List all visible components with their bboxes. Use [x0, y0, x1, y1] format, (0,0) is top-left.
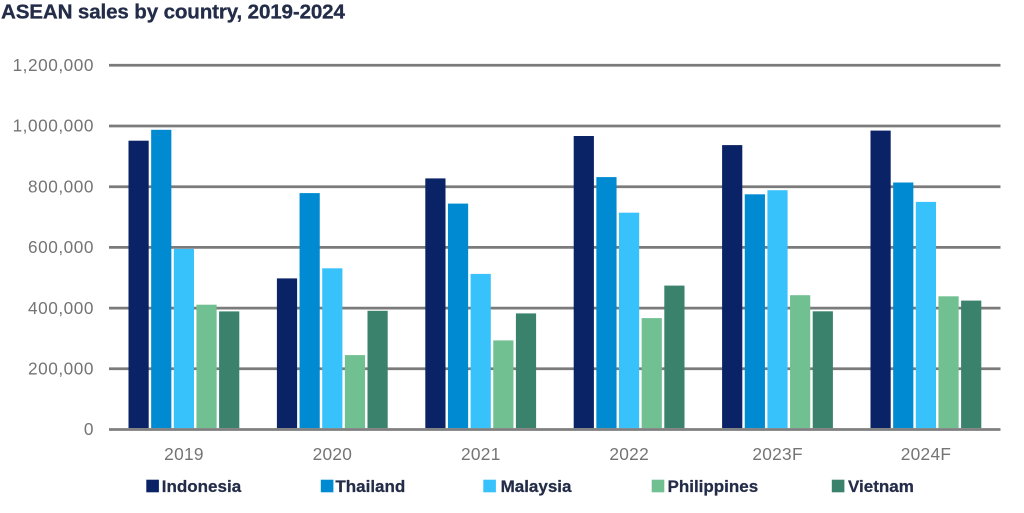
- svg-text:2020: 2020: [313, 444, 353, 464]
- svg-text:Thailand: Thailand: [335, 477, 405, 496]
- svg-text:2023F: 2023F: [752, 444, 803, 464]
- svg-text:200,000: 200,000: [28, 359, 94, 379]
- svg-text:400,000: 400,000: [28, 298, 94, 318]
- svg-text:Vietnam: Vietnam: [848, 477, 914, 496]
- svg-text:2021: 2021: [461, 444, 501, 464]
- svg-text:Philippines: Philippines: [668, 477, 759, 496]
- svg-text:600,000: 600,000: [28, 237, 94, 257]
- svg-text:Malaysia: Malaysia: [501, 477, 572, 496]
- svg-text:2019: 2019: [164, 444, 204, 464]
- svg-text:Indonesia: Indonesia: [162, 477, 242, 496]
- svg-text:2022: 2022: [609, 444, 649, 464]
- svg-text:800,000: 800,000: [28, 176, 94, 196]
- svg-text:2024F: 2024F: [901, 444, 952, 464]
- svg-text:1,200,000: 1,200,000: [13, 55, 94, 75]
- svg-text:1,000,000: 1,000,000: [13, 116, 94, 136]
- svg-text:ASEAN sales by country, 2019-2: ASEAN sales by country, 2019-2024: [1, 1, 345, 24]
- svg-text:0: 0: [84, 419, 94, 439]
